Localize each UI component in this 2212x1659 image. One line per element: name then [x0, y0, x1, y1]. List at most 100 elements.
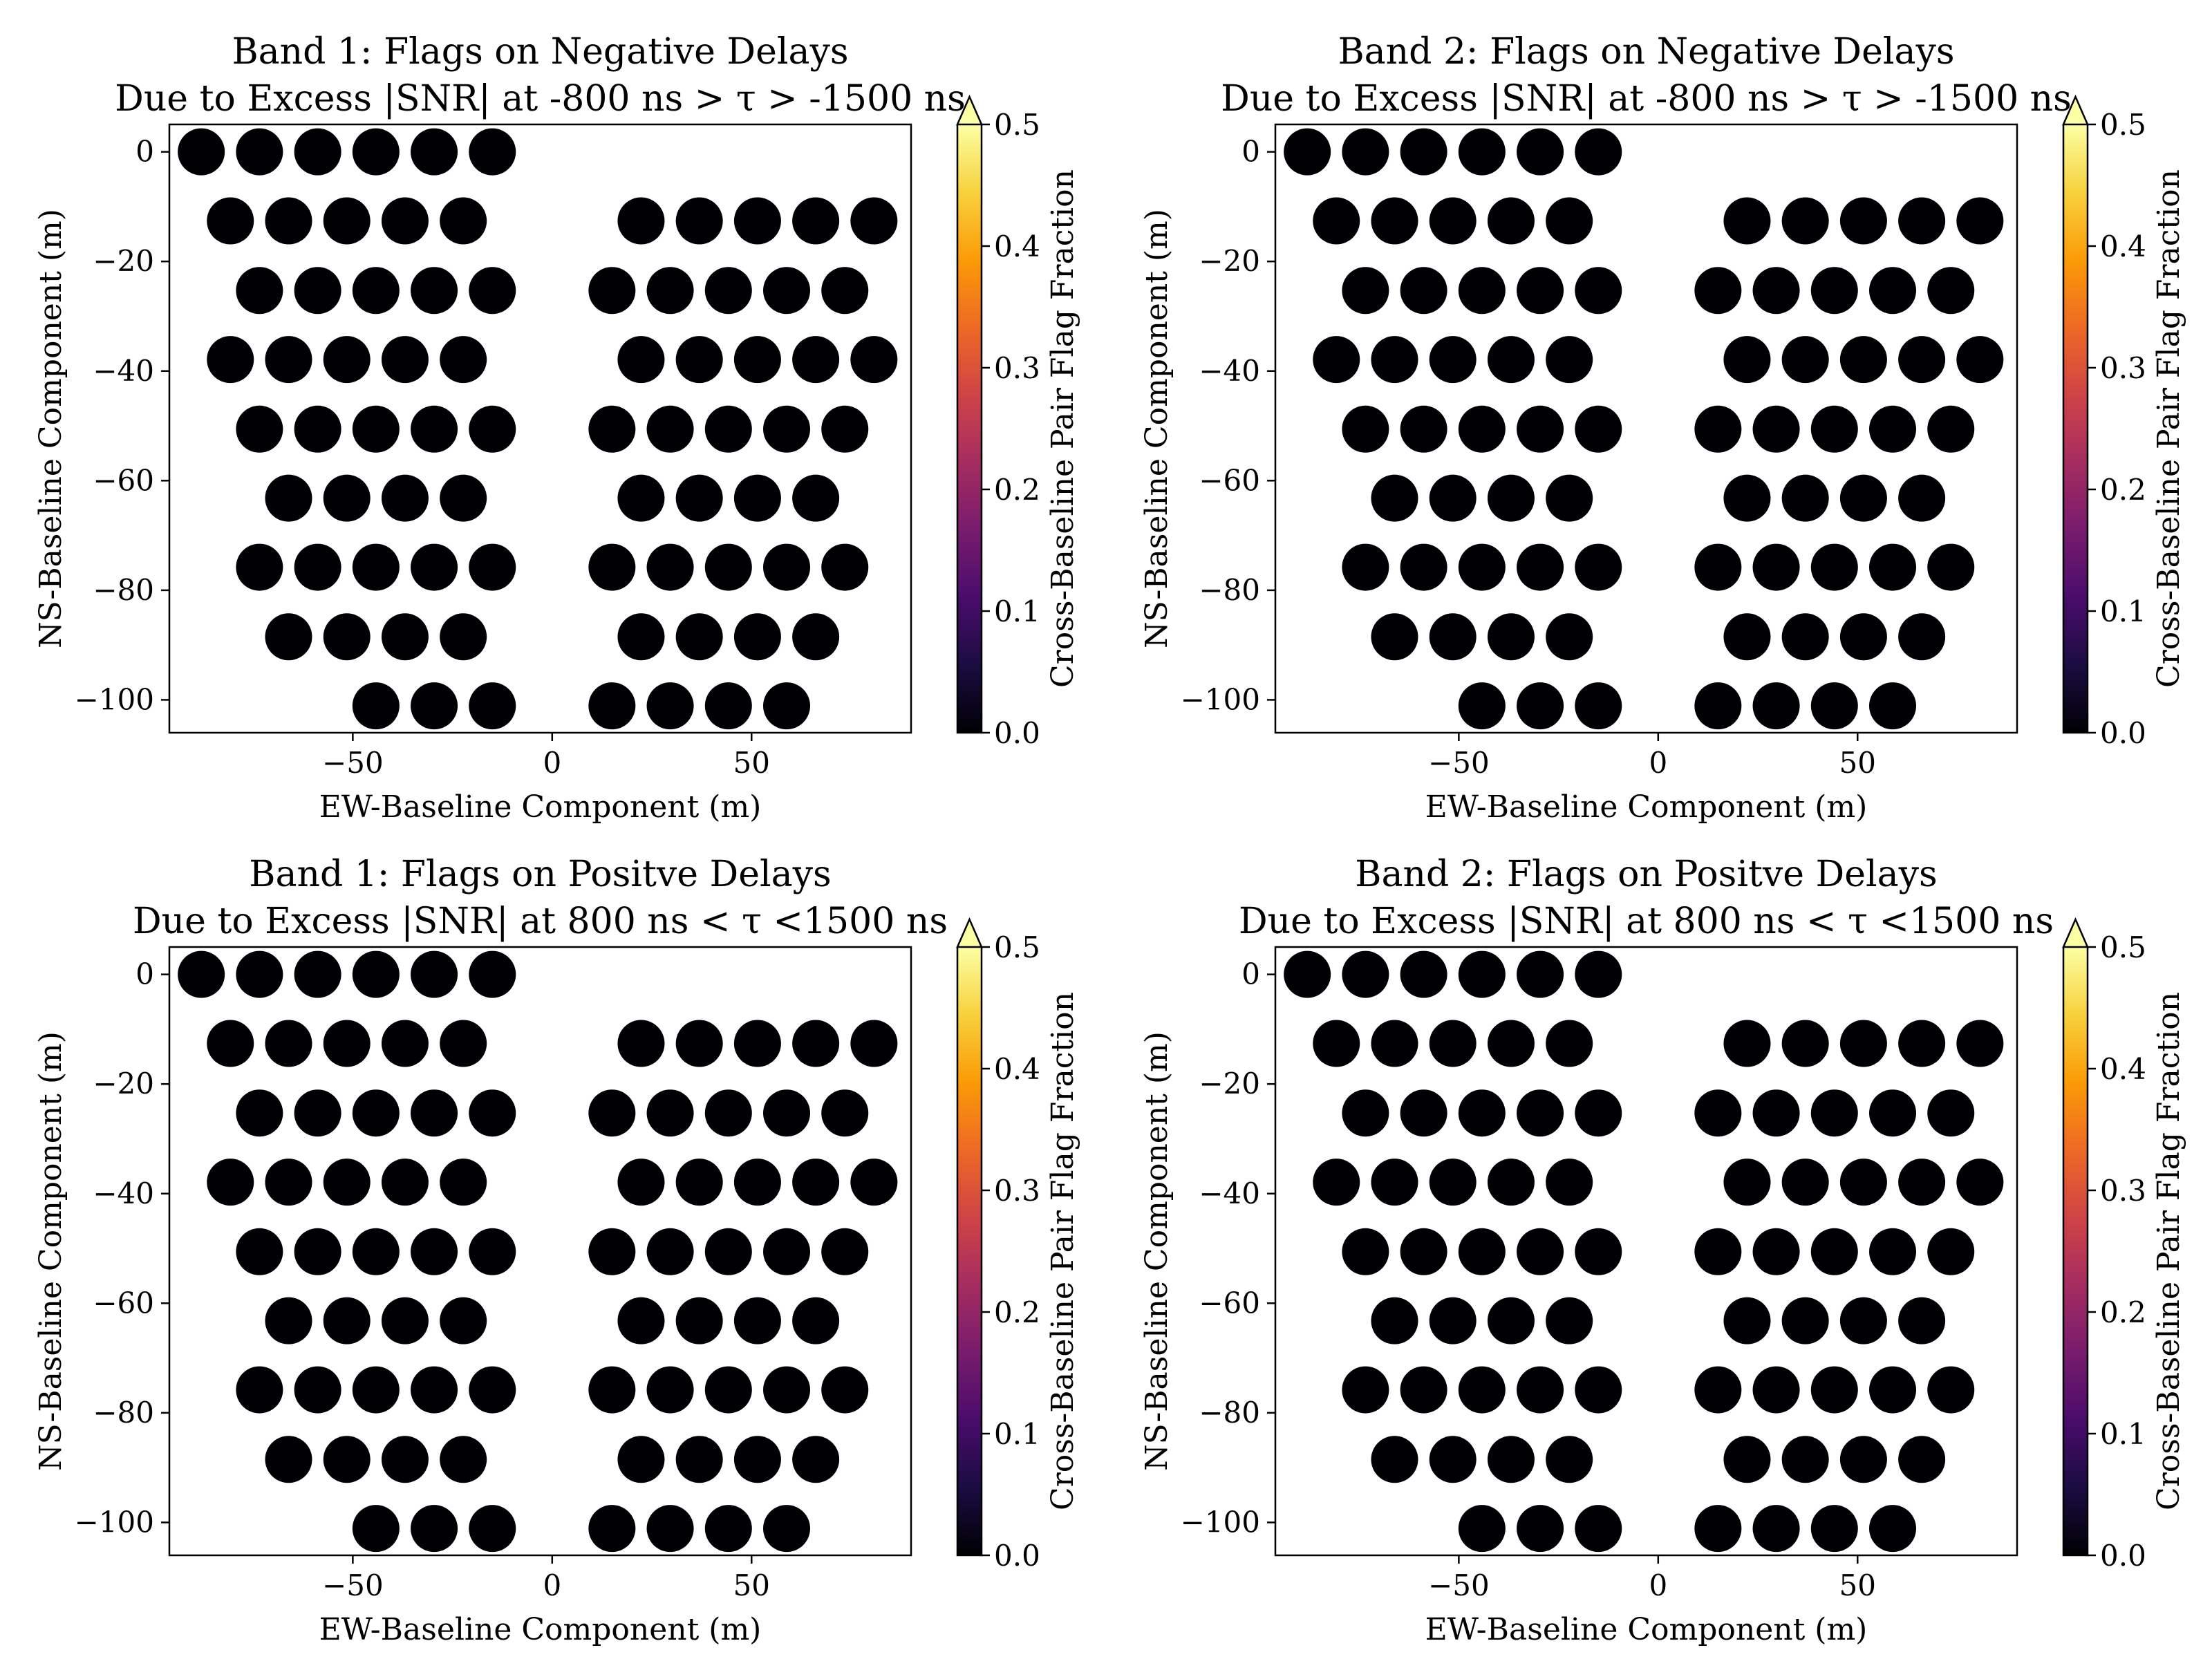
baseline-point: [440, 474, 487, 522]
baseline-point: [352, 267, 400, 315]
baseline-point: [1723, 1297, 1771, 1344]
baseline-point: [323, 197, 371, 245]
baseline-point: [294, 950, 341, 998]
y-tick-label: −80: [93, 1396, 154, 1430]
baseline-point: [1869, 1228, 1917, 1275]
baseline-point: [1429, 1436, 1477, 1483]
baseline-point: [1487, 1159, 1535, 1206]
baseline-point: [1723, 1436, 1771, 1483]
baseline-point: [469, 128, 516, 176]
x-tick-label: 50: [733, 746, 770, 780]
baseline-point: [1458, 682, 1506, 730]
baseline-point: [411, 1089, 458, 1137]
baseline-point: [792, 336, 840, 384]
baseline-point: [323, 1020, 371, 1067]
baseline-point: [323, 613, 371, 661]
colorbar-label: Cross-Baseline Pair Flag Fraction: [1045, 169, 1080, 688]
baseline-point: [1342, 543, 1389, 591]
baseline-point: [1284, 950, 1331, 998]
baseline-point: [1810, 267, 1858, 315]
baseline-point: [1517, 267, 1564, 315]
chart-title-line1: Band 2: Flags on Positve Delays: [1355, 854, 1937, 895]
baseline-point: [1752, 405, 1800, 453]
baseline-point: [1342, 1366, 1389, 1414]
baseline-point: [1546, 336, 1593, 384]
baseline-point: [1342, 1089, 1389, 1137]
colorbar-tick-label: 0.2: [994, 473, 1040, 507]
baseline-point: [1546, 1159, 1593, 1206]
baseline-point: [411, 128, 458, 176]
colorbar-tick-label: 0.2: [2100, 1295, 2146, 1329]
x-tick-label: 0: [543, 1568, 561, 1602]
y-axis-label: NS-Baseline Component (m): [33, 209, 68, 648]
baseline-point: [236, 128, 283, 176]
baseline-point: [323, 474, 371, 522]
baseline-point: [1752, 1089, 1800, 1137]
baseline-point: [1810, 405, 1858, 453]
baseline-point: [1575, 267, 1622, 315]
baseline-point: [646, 682, 694, 730]
colorbar-tick-label: 0.5: [2100, 108, 2146, 142]
y-tick-label: −80: [93, 573, 154, 607]
y-tick-label: −100: [1181, 682, 1260, 716]
baseline-point: [1400, 1228, 1447, 1275]
baseline-point: [1810, 543, 1858, 591]
x-tick-label: −50: [322, 746, 384, 780]
baseline-point: [381, 613, 429, 661]
y-tick-label: 0: [135, 957, 154, 991]
baseline-point: [675, 1020, 723, 1067]
baseline-point: [1575, 405, 1622, 453]
baseline-point: [588, 405, 636, 453]
colorbar-tick-label: 0.0: [994, 1539, 1040, 1573]
baseline-point: [1839, 197, 1887, 245]
baseline-point: [1400, 267, 1447, 315]
baseline-point: [1752, 1366, 1800, 1414]
baseline-point: [294, 1228, 341, 1275]
colorbar-tick-label: 0.5: [2100, 930, 2146, 964]
baseline-point: [1575, 1089, 1622, 1137]
baseline-point: [850, 197, 898, 245]
baseline-point: [1517, 1505, 1564, 1553]
y-tick-label: −60: [93, 463, 154, 497]
baseline-point: [1487, 1436, 1535, 1483]
y-tick-label: −40: [1199, 354, 1260, 388]
baseline-point: [352, 950, 400, 998]
baseline-point: [411, 950, 458, 998]
baseline-point: [381, 197, 429, 245]
baseline-point: [1752, 1505, 1800, 1553]
baseline-point: [1487, 197, 1535, 245]
baseline-point: [440, 197, 487, 245]
baseline-point: [1575, 682, 1622, 730]
baseline-point: [704, 543, 752, 591]
panel-2: Band 2: Flags on Negative Delays Due to E…: [1139, 31, 2186, 825]
baseline-point: [207, 1159, 254, 1206]
baseline-point: [265, 1159, 312, 1206]
baseline-point: [1694, 1228, 1742, 1275]
colorbar-extend-arrow: [2062, 94, 2089, 126]
baseline-point: [352, 543, 400, 591]
baseline-point: [1429, 336, 1477, 384]
x-tick-label: 0: [543, 746, 561, 780]
baseline-point: [440, 1297, 487, 1344]
baseline-point: [588, 682, 636, 730]
baseline-point: [733, 1297, 781, 1344]
baseline-point: [1371, 336, 1418, 384]
colorbar: [957, 947, 982, 1555]
y-tick-label: −100: [75, 1505, 154, 1539]
baseline-point: [1810, 1505, 1858, 1553]
baseline-point: [1869, 1505, 1917, 1553]
y-tick-label: −20: [1199, 244, 1260, 278]
baseline-point: [1694, 405, 1742, 453]
y-tick-label: −20: [93, 244, 154, 278]
baseline-point: [1723, 336, 1771, 384]
baseline-point: [1400, 543, 1447, 591]
baseline-point: [1371, 197, 1418, 245]
baseline-point: [1927, 1366, 1975, 1414]
baseline-point: [763, 1228, 811, 1275]
baseline-point: [646, 1228, 694, 1275]
baseline-point: [1313, 336, 1360, 384]
baseline-point: [1810, 1228, 1858, 1275]
baseline-point: [178, 128, 225, 176]
colorbar-tick-label: 0.2: [2100, 473, 2146, 507]
y-tick-label: −60: [93, 1286, 154, 1320]
